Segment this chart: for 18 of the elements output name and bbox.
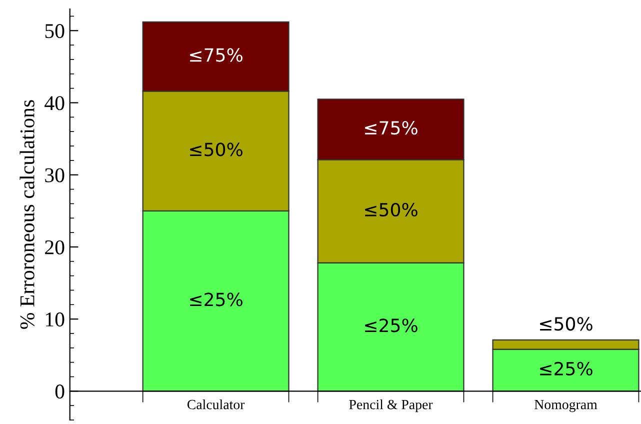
x-tick-label: Nomogram — [534, 400, 598, 412]
y-tick-label: 10 — [46, 312, 64, 326]
y-tick-label: 50 — [45, 24, 64, 38]
x-tick-label: Calculator — [187, 399, 245, 410]
y-tick-label: 0 — [55, 384, 64, 399]
y-tick-label: 30 — [45, 168, 64, 182]
series-label: ≤50% — [540, 317, 592, 331]
series-label: ≤25% — [540, 362, 592, 376]
text: ≤50% — [190, 142, 242, 156]
y-axis-title: % Erroroneous calculations — [20, 100, 34, 329]
text: ≤75% — [190, 48, 242, 62]
y-tick-label: 40 — [44, 96, 64, 110]
x-tick-label: Pencil & Paper — [349, 399, 433, 412]
series-label: ≤75% — [365, 120, 418, 135]
text: ≤50% — [365, 202, 418, 216]
y-tick-label: 20 — [45, 240, 64, 254]
text: ≤25% — [365, 318, 418, 332]
text: ≤25% — [190, 292, 242, 306]
